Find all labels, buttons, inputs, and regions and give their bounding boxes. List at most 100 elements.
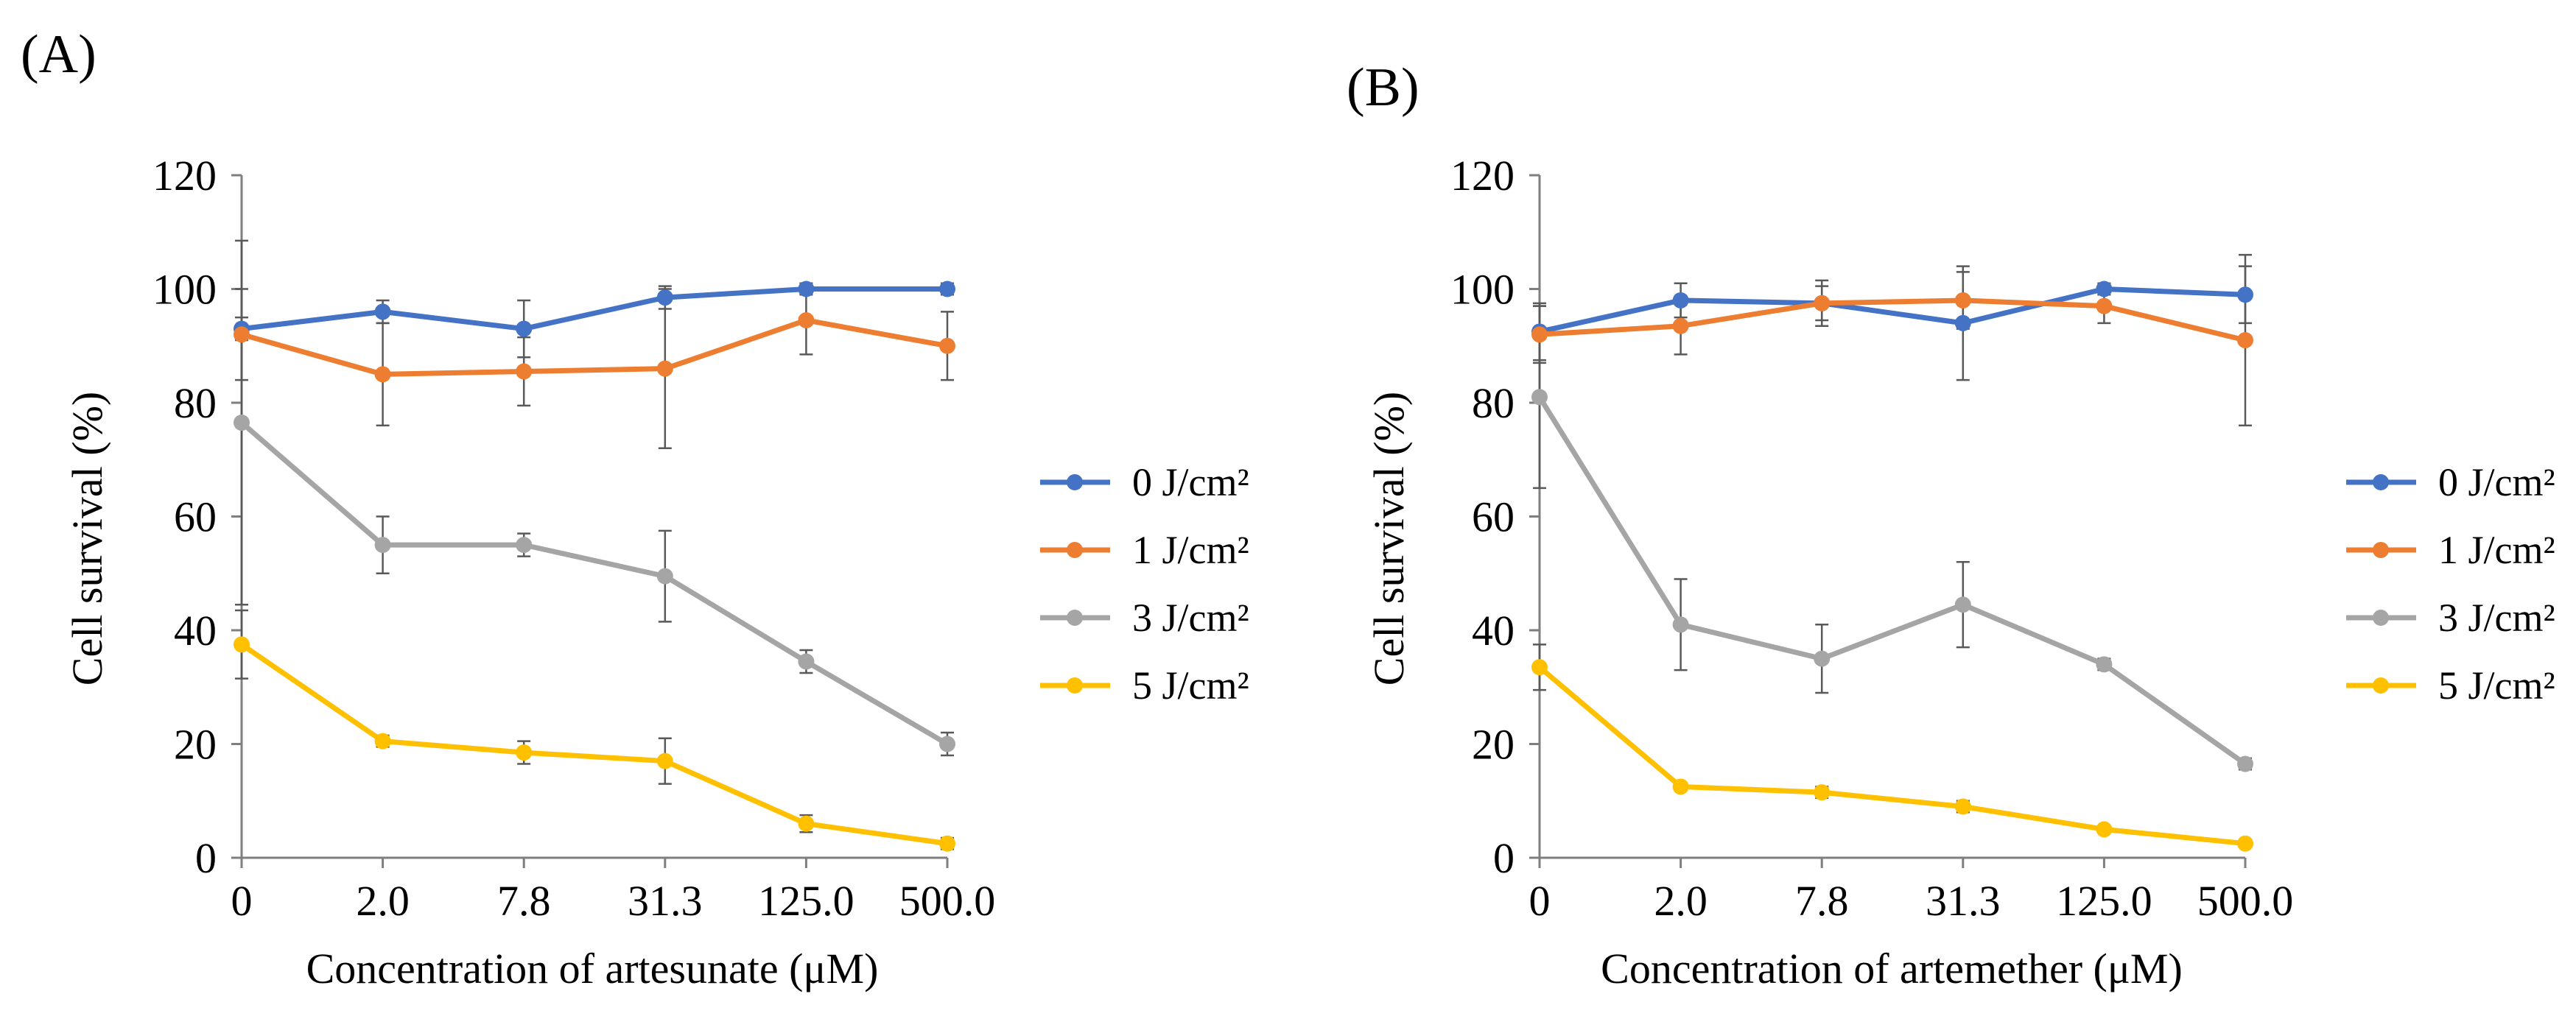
- data-point: [2237, 835, 2253, 852]
- data-point: [1672, 616, 1689, 633]
- x-axis-title: Concentration of artesunate (μM): [306, 945, 879, 992]
- data-point: [656, 752, 673, 769]
- data-point: [234, 326, 250, 343]
- x-tick-label: 31.3: [1926, 877, 2001, 925]
- data-point: [1814, 650, 1831, 667]
- series-line-3: [1537, 394, 2248, 767]
- x-tick-label: 500.0: [2197, 877, 2294, 925]
- series-line-1: [1537, 286, 2248, 334]
- data-point: [1954, 314, 1971, 331]
- legend-swatch-marker: [2373, 542, 2389, 558]
- data-point: [798, 281, 815, 297]
- legend-swatch-marker: [1067, 610, 1083, 626]
- panel-label: (A): [21, 24, 96, 85]
- x-tick-label: 125.0: [758, 877, 854, 925]
- data-point: [516, 363, 533, 380]
- data-point: [2096, 656, 2113, 673]
- data-point: [516, 537, 533, 554]
- y-tick-label: 60: [174, 493, 217, 541]
- y-axis-title: Cell survival (%): [63, 392, 111, 685]
- data-point: [374, 733, 391, 750]
- x-tick-label: 0: [1529, 877, 1551, 925]
- legend-label: 3 J/cm²: [2438, 596, 2555, 640]
- x-tick-label: 31.3: [628, 877, 703, 925]
- data-point: [374, 303, 391, 320]
- series-line-3: [239, 420, 950, 747]
- data-point: [516, 744, 533, 761]
- data-point: [1531, 659, 1548, 676]
- y-tick-label: 120: [1450, 152, 1515, 200]
- data-point: [939, 835, 955, 852]
- data-point: [1531, 326, 1548, 343]
- legend-swatch-marker: [2373, 677, 2389, 694]
- y-axis-title: Cell survival (%): [1365, 392, 1413, 685]
- legend-swatch-marker: [2373, 610, 2389, 626]
- y-tick-label: 40: [1472, 607, 1515, 655]
- chart-panel-a: (A) 0 20 40 60 80 100 120 0 2.0 7.8 31.3 125.0 500.0 C…: [21, 24, 1249, 992]
- y-tick-label: 40: [174, 607, 217, 655]
- data-point: [2237, 286, 2253, 303]
- series-line-2: [1537, 297, 2248, 343]
- x-tick-label: 7.8: [497, 877, 551, 925]
- y-tick-label: 0: [195, 834, 217, 882]
- legend-label: 5 J/cm²: [1132, 663, 1249, 708]
- x-tick-label: 500.0: [899, 877, 996, 925]
- data-point: [656, 568, 673, 585]
- legend-label: 3 J/cm²: [1132, 596, 1249, 640]
- chart-panel-b: (B) 0 20 40 60 80 100 120 0 2.0 7.8 31.3 125.0 500.0 C…: [1347, 57, 2555, 992]
- data-point: [798, 815, 815, 832]
- data-point: [798, 311, 815, 328]
- x-tick-label: 7.8: [1795, 877, 1849, 925]
- y-tick-label: 120: [152, 152, 217, 200]
- data-point: [2237, 332, 2253, 349]
- data-point: [1954, 798, 1971, 815]
- series-line-1: [239, 286, 950, 332]
- data-point: [1672, 292, 1689, 308]
- legend-swatch-marker: [1067, 474, 1083, 490]
- legend-swatch-marker: [1067, 542, 1083, 558]
- y-tick-label: 80: [1472, 379, 1515, 427]
- data-point: [1954, 596, 1971, 613]
- x-tick-label: 0: [231, 877, 253, 925]
- x-tick-label: 2.0: [1654, 877, 1708, 925]
- y-tick-label: 0: [1493, 834, 1515, 882]
- legend-label: 0 J/cm²: [1132, 460, 1249, 504]
- data-point: [1814, 295, 1831, 311]
- series-line-2: [239, 317, 950, 377]
- data-point: [2096, 281, 2113, 297]
- data-point: [656, 289, 673, 306]
- data-point: [2096, 297, 2113, 314]
- y-tick-label: 60: [1472, 493, 1515, 541]
- data-point: [2096, 821, 2113, 838]
- legend-label: 5 J/cm²: [2438, 663, 2555, 708]
- data-point: [1814, 784, 1831, 801]
- data-point: [234, 415, 250, 431]
- data-point: [1672, 778, 1689, 795]
- legend-label: 1 J/cm²: [1132, 528, 1249, 572]
- legend-label: 0 J/cm²: [2438, 460, 2555, 504]
- data-point: [374, 537, 391, 554]
- legend-label: 1 J/cm²: [2438, 528, 2555, 572]
- data-point: [1954, 292, 1971, 308]
- data-point: [234, 636, 250, 653]
- y-tick-label: 80: [174, 379, 217, 427]
- y-tick-label: 20: [174, 721, 217, 769]
- data-point: [516, 320, 533, 337]
- series-line-4: [1537, 664, 2248, 847]
- x-tick-label: 2.0: [356, 877, 410, 925]
- y-tick-label: 100: [1450, 266, 1515, 314]
- data-point: [656, 360, 673, 377]
- y-tick-label: 100: [152, 266, 217, 314]
- x-tick-label: 125.0: [2056, 877, 2152, 925]
- data-point: [939, 337, 955, 354]
- legend-swatch-marker: [2373, 474, 2389, 490]
- data-point: [939, 736, 955, 752]
- data-point: [798, 653, 815, 670]
- panel-label: (B): [1347, 57, 1419, 118]
- y-tick-label: 20: [1472, 721, 1515, 769]
- data-point: [939, 281, 955, 297]
- x-axis-title: Concentration of artemether (μM): [1601, 945, 2183, 992]
- data-point: [374, 366, 391, 383]
- data-point: [1531, 389, 1548, 406]
